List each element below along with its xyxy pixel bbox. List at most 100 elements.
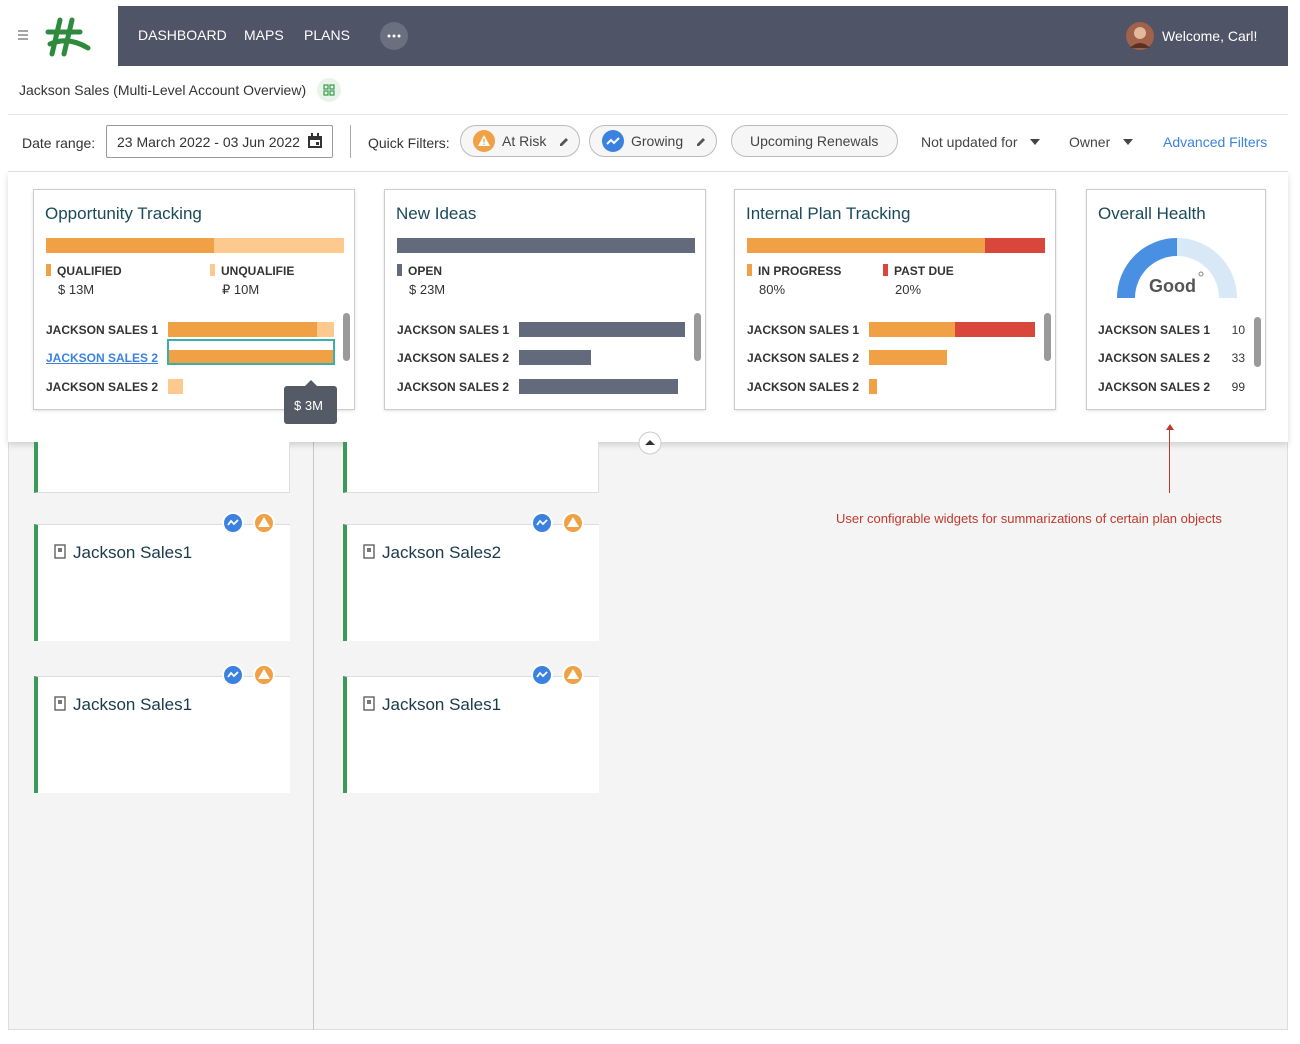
row-bar[interactable] [869,350,948,365]
legend-swatch [46,264,51,276]
dropdown[interactable]: Not updated for [921,134,1018,150]
summary-segment [46,238,215,253]
card[interactable]: Jackson Sales2 [343,524,599,641]
row-bar[interactable] [519,322,685,337]
gauge-value [1117,238,1178,299]
row-bar[interactable] [955,322,1035,337]
row-bar[interactable] [317,322,334,337]
chip-label: Growing [631,133,684,149]
row-label[interactable]: JACKSON SALES 2 [747,351,860,365]
tooltip-text: $ 3M [294,398,323,413]
logo[interactable] [8,6,118,66]
row-label[interactable]: JACKSON SALES 2 [46,351,159,365]
row-label[interactable]: JACKSON SALES 1 [747,323,860,337]
row-label[interactable]: JACKSON SALES 2 [747,380,860,394]
legend-swatch [397,264,402,276]
card[interactable]: Jackson Sales1 [34,524,290,641]
icon-shape [367,548,371,552]
row-label[interactable]: JACKSON SALES 2 [397,351,510,365]
row-label[interactable]: JACKSON SALES 1 [46,323,159,337]
calendar-icon [308,133,322,148]
annotation-line [1169,426,1170,493]
widget[interactable]: Overall Health Good JACKSON SALES 1 10 JACKS… [1086,189,1266,410]
more-button[interactable] [380,22,408,50]
icon-shape [227,519,239,526]
annotation-arrow [1166,424,1174,430]
divider [350,125,351,158]
row-label[interactable]: JACKSON SALES 1 [397,323,510,337]
row-value: 10 [1231,323,1245,337]
legend-swatch [210,264,215,276]
row-label[interactable]: JACKSON SALES 2 [46,380,159,394]
row-bar[interactable] [168,379,183,394]
legend-swatch [747,264,752,276]
nav-bar: DASHBOARD MAPS PLANS Welcome, Carl! [118,6,1288,66]
row-label[interactable]: JACKSON SALES 2 [397,380,510,394]
icon-shape [367,700,371,704]
scrollbar[interactable] [694,313,701,361]
icon-shape [567,517,579,527]
widget[interactable]: Internal Plan Tracking IN PROGRESS 80% PAST… [734,189,1056,410]
collapse-button[interactable] [638,431,662,455]
badges [222,664,275,686]
date-label: Date range: [22,135,96,151]
row-bar[interactable] [519,379,678,394]
icon-shape [58,700,62,704]
badges [222,512,275,534]
dropdown[interactable]: Owner [1069,134,1111,150]
summary-segment [214,238,344,253]
advanced-filters[interactable]: Advanced Filters [1163,134,1268,150]
row-label[interactable]: JACKSON SALES 2 [1098,380,1211,394]
badges [531,664,584,686]
building-icon [54,696,66,711]
chip[interactable]: Growing [589,125,717,157]
row-bar[interactable] [869,379,878,394]
scrollbar[interactable] [1044,313,1051,361]
legend-label: IN PROGRESS [758,264,842,278]
icon-shape [536,519,548,526]
quick-label: Quick Filters: [368,135,450,151]
widget[interactable]: Opportunity Tracking QUALIFIED $ 13M UNQUAL… [33,189,355,424]
nav-item[interactable]: PLANS [304,27,350,43]
row-bar[interactable] [519,350,592,365]
tooltip [284,386,337,424]
building-icon [363,544,375,559]
icon-shape [536,671,548,678]
welcome[interactable]: Welcome, Carl! [1162,28,1258,44]
avatar[interactable] [1126,22,1154,50]
legend-value: $ 23M [409,282,446,297]
card [34,442,290,493]
legend-label: QUALIFIED [57,264,122,278]
summary-segment [397,238,695,253]
date-input[interactable]: 23 March 2022 - 03 Jun 2022 [106,125,333,158]
row-value: 99 [1231,380,1245,394]
chip[interactable]: Upcoming Renewals [731,125,898,157]
legend-label: OPEN [408,264,443,278]
icon-shape [258,517,270,527]
edit-icon[interactable] [558,136,570,148]
card[interactable]: Jackson Sales1 [34,676,290,793]
row-bar[interactable] [869,322,956,337]
row-bar[interactable] [168,322,318,337]
widget[interactable]: New Ideas OPEN $ 23M JACKSON SALES 1 JACKSON… [384,189,706,410]
nav-item[interactable]: DASHBOARD [138,27,227,43]
scrollbar[interactable] [343,313,350,361]
widget-title: New Ideas [396,204,477,223]
row-bar[interactable] [168,350,334,365]
grid-icon[interactable] [317,78,341,102]
logo-area [8,6,118,66]
edit-icon[interactable] [695,136,707,148]
row-label[interactable]: JACKSON SALES 1 [1098,323,1211,337]
nav-item[interactable]: MAPS [244,27,284,43]
legend-label: UNQUALIFIE [221,264,295,278]
filter-bar: Date range: 23 March 2022 - 03 Jun 2022 … [8,115,1288,172]
scrollbar[interactable] [1254,317,1261,367]
chip[interactable]: At Risk [460,125,580,157]
card-title: Jackson Sales2 [382,543,502,562]
row-label[interactable]: JACKSON SALES 2 [1098,351,1211,365]
card-title: Jackson Sales1 [73,695,193,714]
risk-icon [473,130,495,152]
caret [1030,139,1040,145]
card[interactable]: Jackson Sales1 [343,676,599,793]
